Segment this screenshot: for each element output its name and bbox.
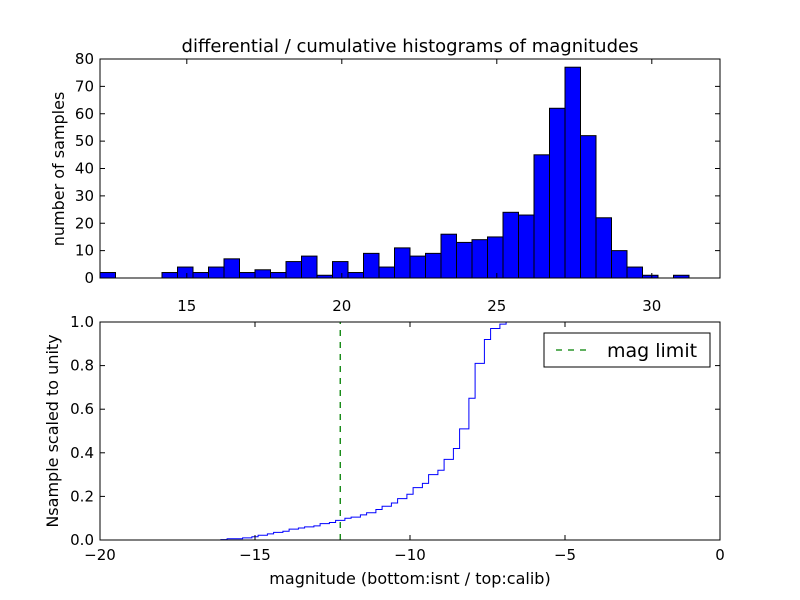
histogram-bar	[378, 266, 395, 279]
histogram-bar	[363, 252, 380, 279]
histogram-bar	[456, 241, 473, 279]
histogram-bar	[409, 255, 426, 279]
histogram-bar	[549, 107, 566, 279]
y-tick-label: 0	[84, 269, 94, 287]
bottom-plot-frame	[99, 321, 721, 541]
histogram-bar	[425, 252, 442, 279]
bottom-x-axis-label: magnitude (bottom:isnt / top:calib)	[269, 569, 550, 588]
histogram-bar	[564, 66, 581, 279]
histogram-bar	[487, 236, 504, 279]
histogram-bar	[580, 135, 597, 279]
x-tick-label: 20	[332, 297, 351, 315]
x-tick-label: −5	[554, 546, 576, 564]
y-tick-label: 70	[75, 77, 94, 95]
x-tick-label: −20	[84, 546, 116, 564]
histogram-bar	[208, 266, 225, 279]
x-tick-label: 15	[177, 297, 196, 315]
histogram-bar	[518, 214, 535, 279]
y-tick-label: 20	[75, 214, 94, 232]
y-tick-label: 0.0	[70, 531, 94, 549]
cumulative-step-line	[100, 321, 720, 541]
y-tick-label: 80	[75, 50, 94, 68]
y-tick-label: 30	[75, 187, 94, 205]
y-tick-label: 60	[75, 105, 94, 123]
chart-title: differential / cumulative histograms of …	[182, 36, 639, 57]
histogram-bars	[99, 66, 690, 279]
y-tick-label: 0.8	[70, 357, 94, 375]
histogram-bar	[161, 272, 178, 279]
histogram-bar	[611, 250, 628, 279]
histogram-bar	[394, 247, 411, 279]
histogram-bar	[239, 272, 256, 279]
differential-histogram-panel: differential / cumulative histograms of …	[49, 36, 721, 315]
cumulative-lines	[100, 321, 720, 541]
histogram-bar	[440, 233, 457, 279]
cumulative-histogram-panel: magnitude (bottom:isnt / top:calib) Nsam…	[43, 313, 725, 588]
histogram-bar	[254, 269, 271, 279]
histogram-bar	[301, 255, 318, 279]
histogram-bar	[595, 217, 612, 279]
histogram-bar	[192, 272, 209, 279]
histogram-bar	[471, 239, 488, 279]
x-tick-label: −10	[394, 546, 426, 564]
y-tick-label: 50	[75, 132, 94, 150]
y-tick-label: 40	[75, 160, 94, 178]
legend-mag-limit-label: mag limit	[607, 340, 697, 362]
legend: mag limit	[543, 332, 711, 368]
y-tick-label: 0.4	[70, 444, 94, 462]
x-tick-label: 30	[642, 297, 661, 315]
y-tick-label: 0.6	[70, 400, 94, 418]
y-tick-label: 1.0	[70, 313, 94, 331]
top-plot-frame	[99, 58, 721, 279]
y-tick-label: 10	[75, 242, 94, 260]
histogram-bar	[533, 154, 550, 279]
histogram-bar	[502, 211, 519, 279]
histogram-bar	[347, 272, 364, 279]
histogram-bar	[332, 261, 349, 279]
histogram-bar	[270, 272, 287, 279]
x-tick-label: 0	[715, 546, 725, 564]
x-tick-label: −15	[239, 546, 271, 564]
histogram-bar	[223, 258, 240, 279]
x-tick-label: 25	[487, 297, 506, 315]
histogram-bar	[99, 272, 116, 279]
histogram-bar	[285, 261, 302, 279]
top-y-axis-label: number of samples	[49, 92, 68, 247]
histogram-bar	[177, 266, 194, 279]
histogram-bar	[626, 266, 643, 279]
bottom-y-axis-label: Nsample scaled to unity	[43, 334, 62, 527]
y-tick-label: 0.2	[70, 487, 94, 505]
top-axis-ticks: 0 10 20 30 40 50 60 70 80 15 20 25 30	[75, 50, 720, 315]
